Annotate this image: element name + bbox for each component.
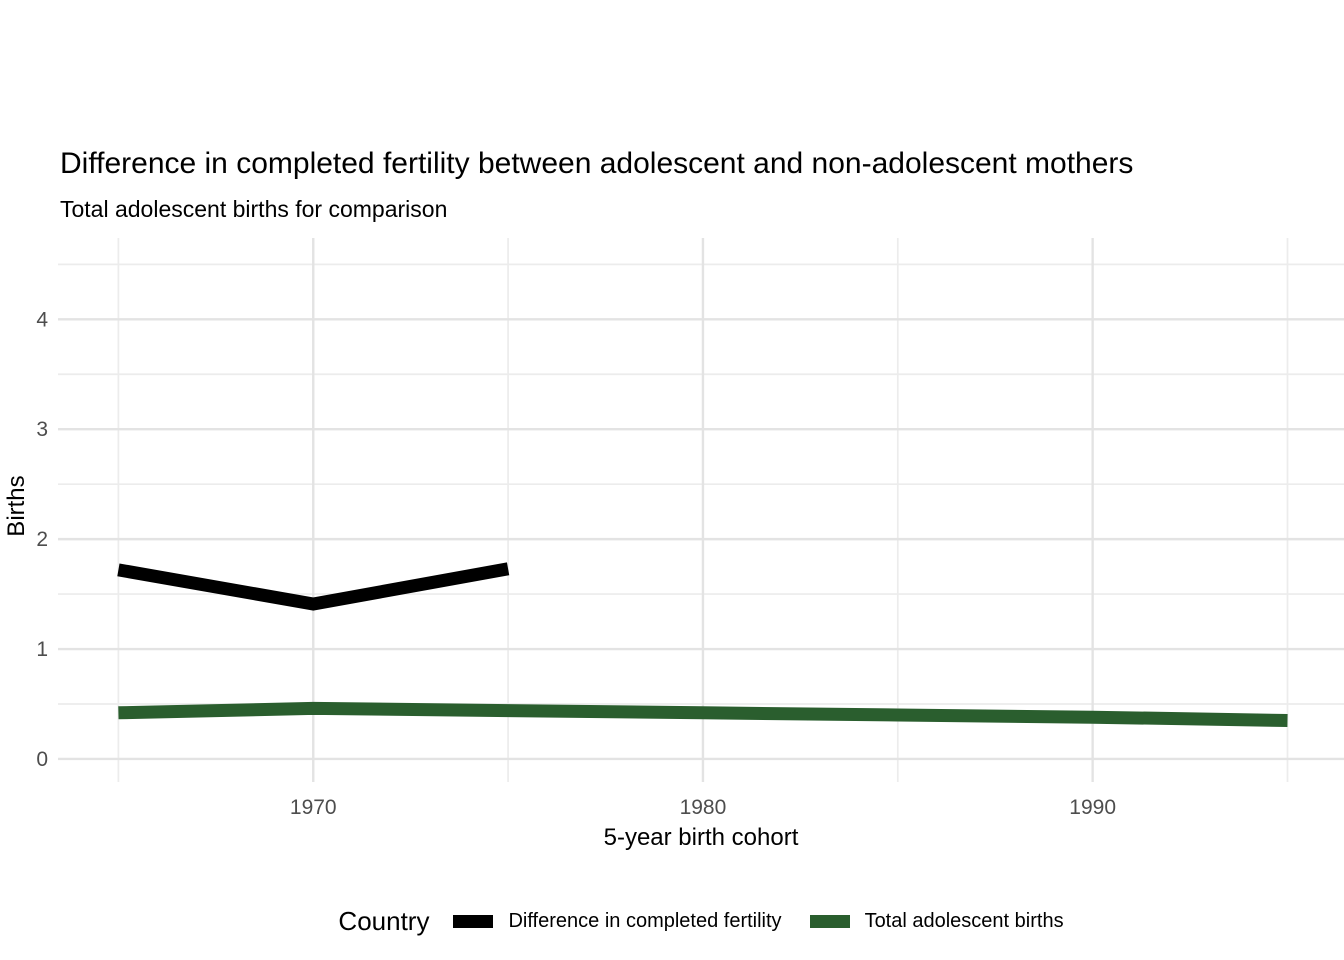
y-tick-label: 2 <box>36 528 48 551</box>
y-tick-label: 4 <box>36 308 48 331</box>
difference-fertility-line <box>117 562 510 611</box>
legend-swatch-green <box>809 914 850 928</box>
legend: Country Difference in completed fertilit… <box>58 899 1344 943</box>
y-axis-title: Births <box>3 475 30 537</box>
chart-subtitle: Total adolescent births for comparison <box>60 196 448 222</box>
x-tick-label: 1970 <box>290 796 337 819</box>
y-tick-label: 3 <box>36 418 48 441</box>
legend-swatch-black <box>453 914 494 928</box>
legend-item-difference: Difference in completed fertility <box>453 909 782 933</box>
legend-label-total-births: Total adolescent births <box>864 909 1064 932</box>
legend-item-total-births: Total adolescent births <box>809 909 1064 933</box>
y-tick-label: 1 <box>36 638 48 661</box>
chart-title: Difference in completed fertility betwee… <box>60 147 1134 180</box>
x-tick-label: 1980 <box>680 796 727 819</box>
total-adolescent-births-line <box>118 701 1288 727</box>
legend-label-difference: Difference in completed fertility <box>508 909 782 932</box>
x-axis-title: 5-year birth cohort <box>603 824 799 851</box>
x-tick-label: 1990 <box>1069 796 1116 819</box>
y-tick-label: 0 <box>36 748 48 771</box>
legend-title: Country <box>338 905 430 936</box>
